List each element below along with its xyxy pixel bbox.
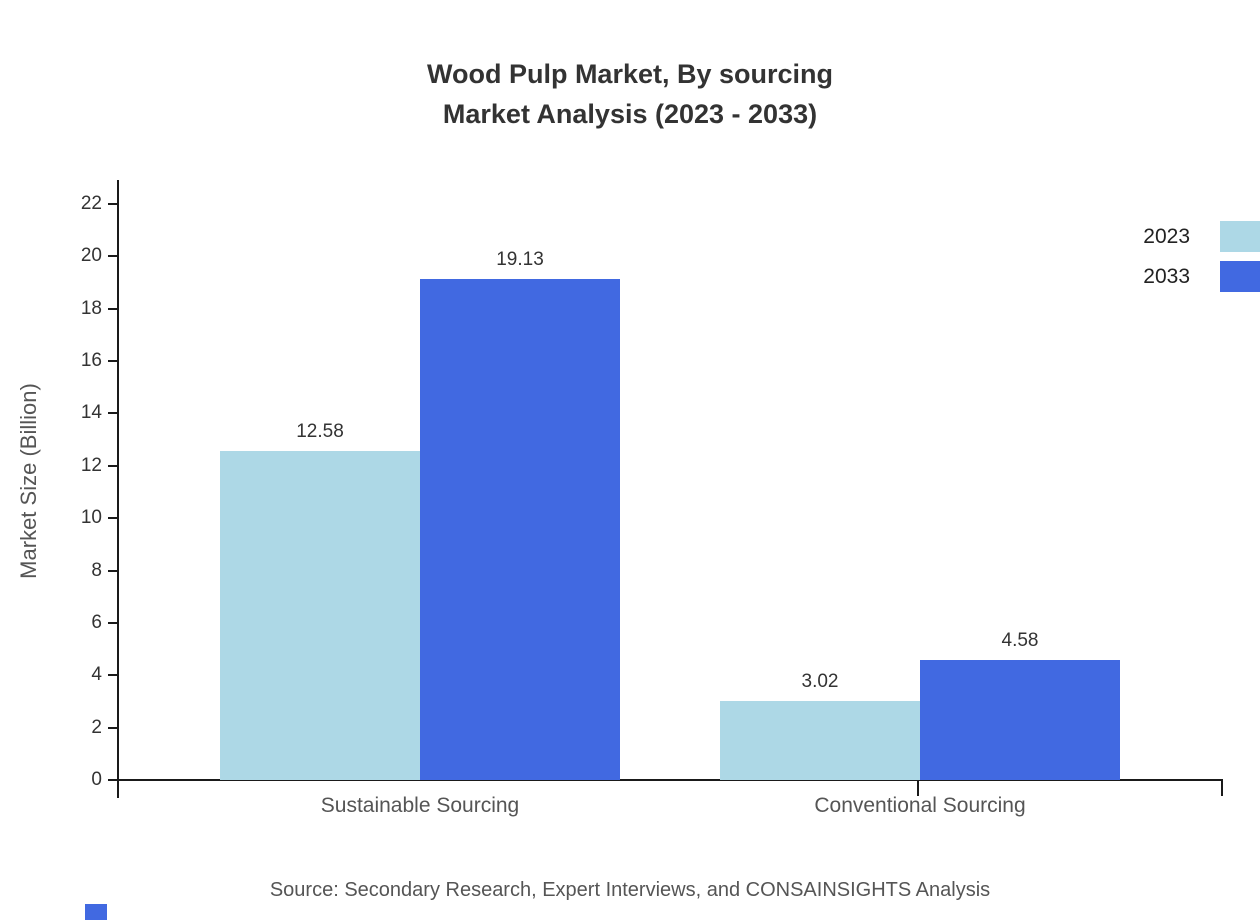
y-tick-label: 14 (80, 402, 102, 424)
legend-label: 2033 (1143, 264, 1190, 288)
y-tick-label: 0 (91, 769, 102, 790)
y-tick-mark (108, 464, 117, 467)
y-tick-label: 22 (80, 193, 102, 214)
y-tick-mark (108, 255, 117, 258)
y-tick-mark (108, 307, 117, 310)
y-tick-mark (108, 412, 117, 415)
y-tick-mark (108, 674, 117, 677)
legend-item-2023: 2023 (1143, 221, 1260, 252)
y-tick-label: 18 (80, 297, 102, 319)
bar-2023-1 (220, 450, 420, 780)
y-tick-mark (108, 569, 117, 572)
y-axis-line (117, 180, 119, 798)
chart-title: Wood Pulp Market, By sourcing (426, 59, 834, 89)
y-tick-mark (108, 726, 117, 729)
bar-2023-2 (720, 700, 920, 780)
legend-label: 2023 (1143, 224, 1190, 248)
y-tick-label: 2 (91, 716, 102, 738)
y-tick-label: 10 (80, 507, 102, 529)
legend-item-2033: 2033 (1143, 261, 1260, 292)
watermark-square (85, 904, 107, 920)
y-tick-mark (108, 360, 117, 363)
y-tick-label: 4 (91, 664, 102, 686)
category-label: Conventional Sourcing (814, 794, 1026, 817)
y-tick-label: 12 (80, 454, 102, 476)
bar-value-label: 12.58 (296, 420, 344, 442)
x-tick-mark (917, 780, 919, 796)
y-tick-mark (108, 203, 117, 205)
bar-value-label: 4.58 (1001, 630, 1039, 652)
y-tick-label: 20 (80, 245, 102, 267)
x-axis-line (117, 779, 1223, 781)
chart-subtitle: Market Analysis (2023 - 2033) (442, 99, 818, 129)
y-tick-label: 16 (80, 350, 102, 372)
y-tick-mark (108, 621, 117, 624)
y-tick-label: 6 (91, 611, 102, 633)
legend-swatch (1220, 221, 1260, 252)
y-tick-mark (108, 779, 117, 781)
x-tick-mark (1221, 780, 1223, 796)
source-note: Source: Secondary Research, Expert Inter… (269, 879, 991, 901)
category-label: Sustainable Sourcing (320, 794, 520, 817)
title-block: Wood Pulp Market, By sourcing Market Ana… (0, 54, 1260, 134)
legend-swatch (1220, 261, 1260, 292)
bar-value-label: 3.02 (801, 670, 839, 692)
y-tick-mark (108, 517, 117, 520)
legend: 2023 2033 (1143, 221, 1260, 292)
y-tick-label: 8 (91, 559, 102, 581)
bar-2033-2 (920, 660, 1120, 780)
bar-2033-1 (420, 279, 620, 780)
bar-value-label: 19.13 (496, 249, 544, 271)
